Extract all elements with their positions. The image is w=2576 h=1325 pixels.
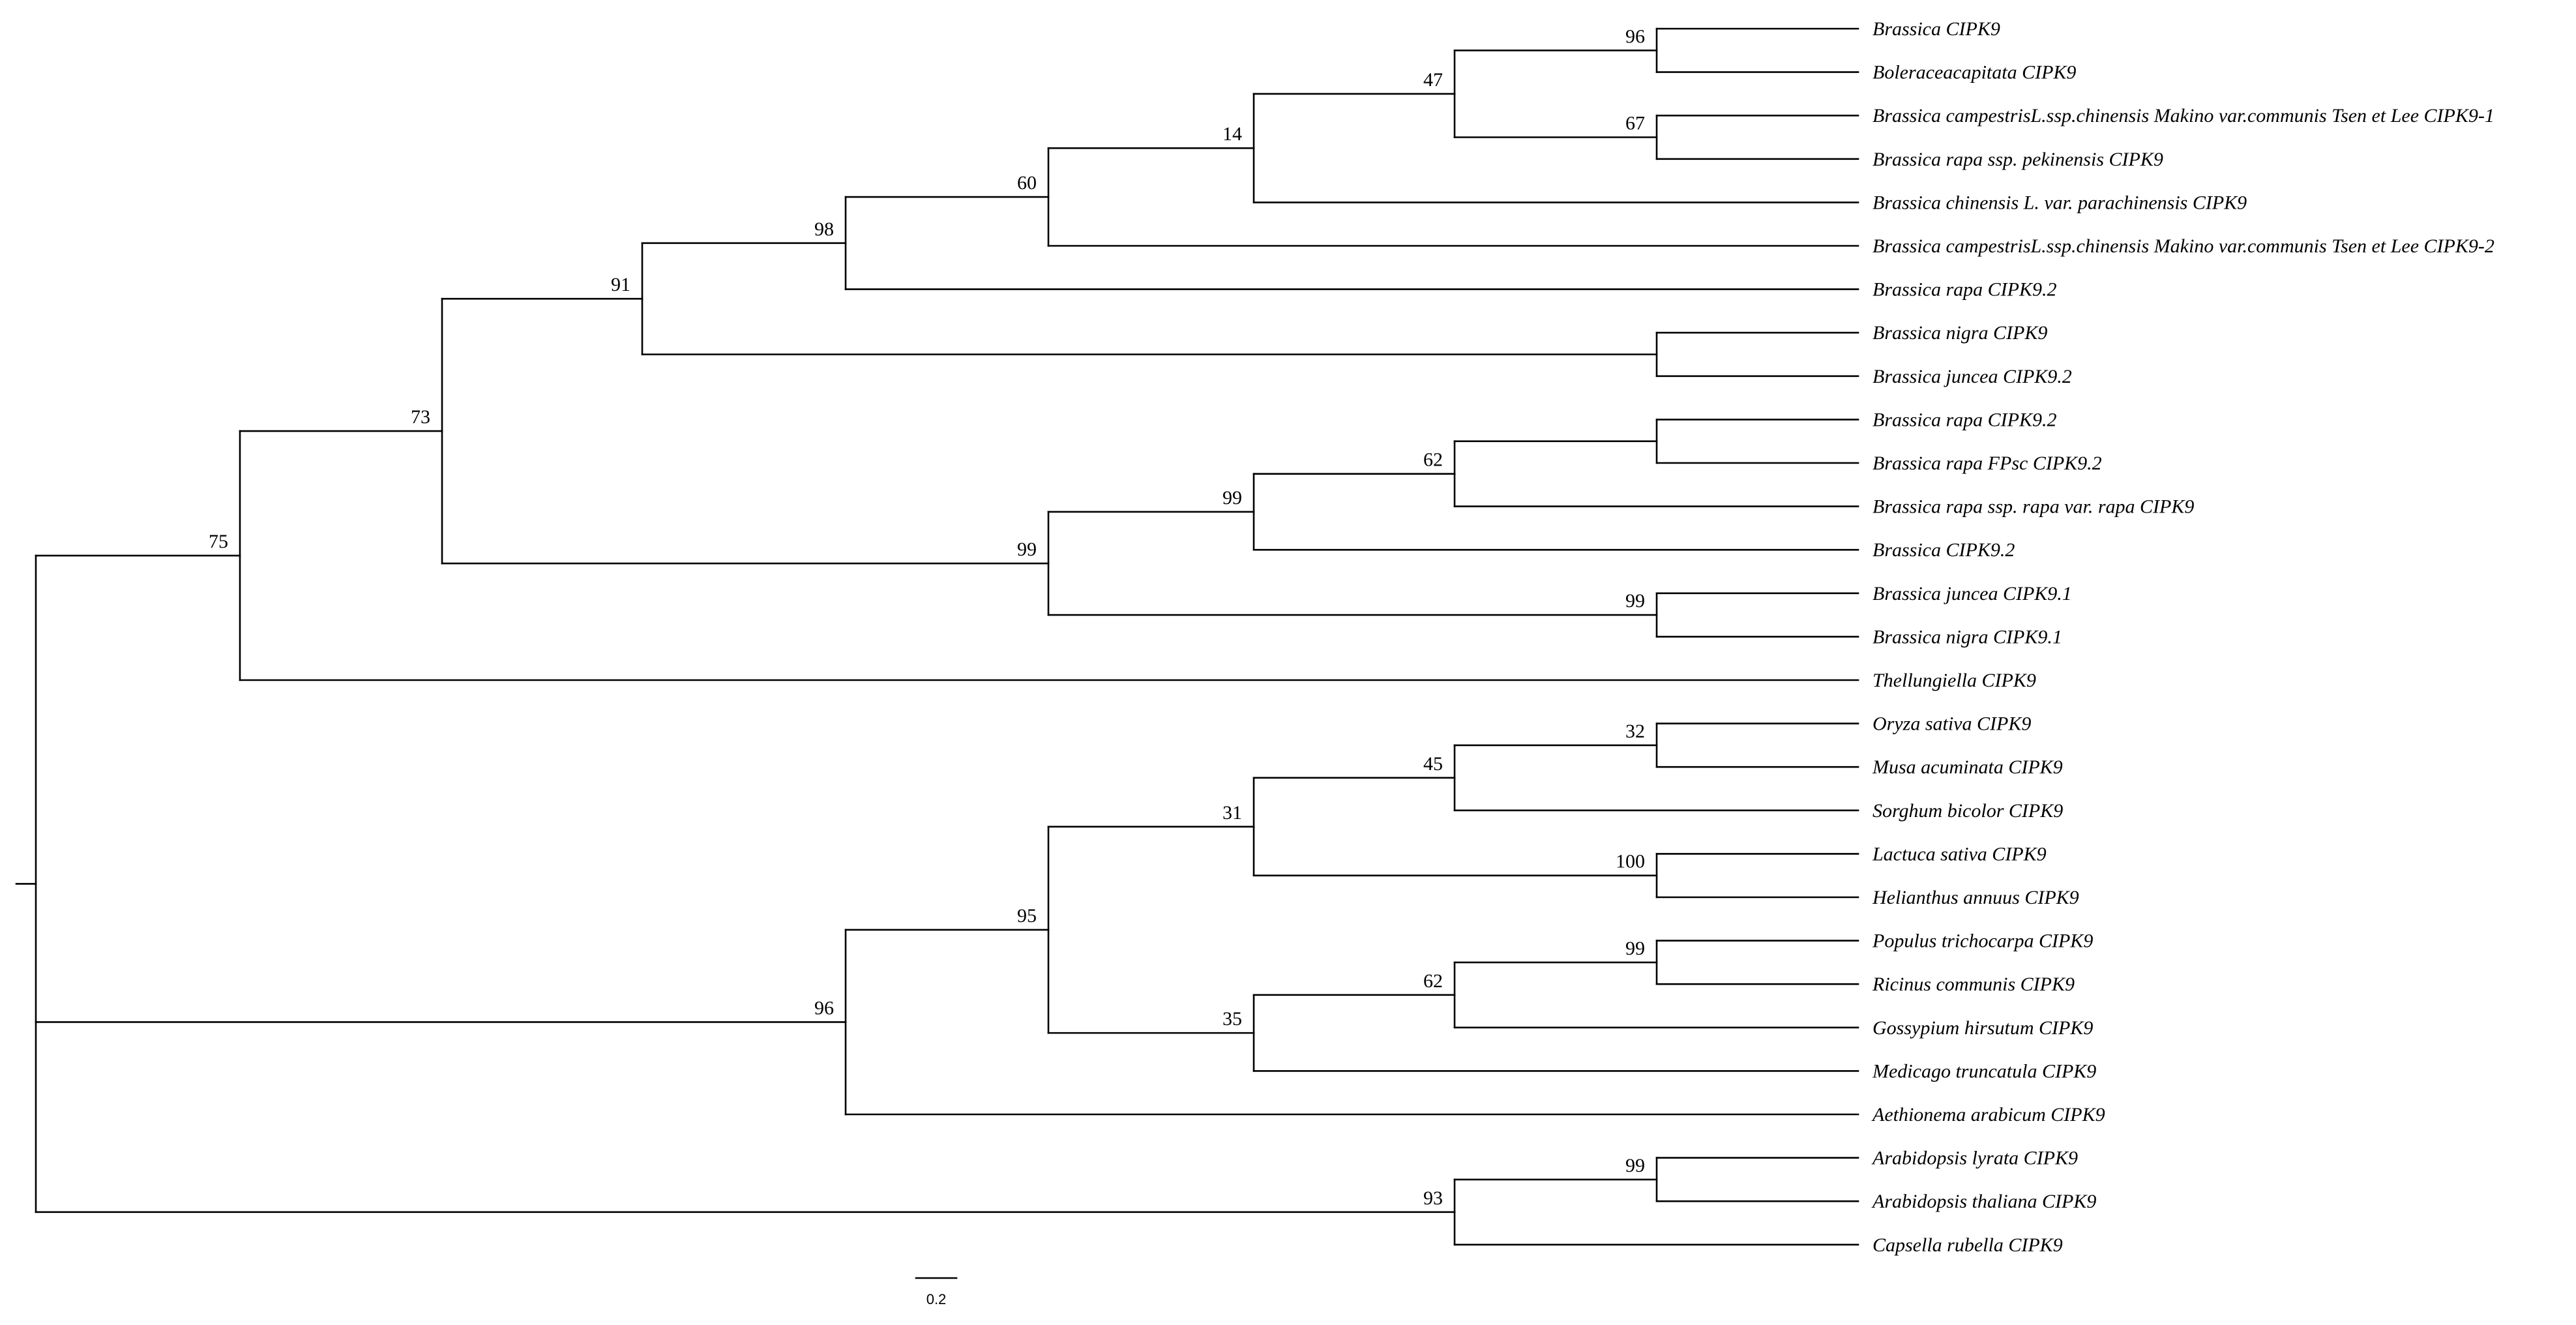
leaf-label: Brassica chinensis L. var. parachinensis… (1873, 192, 2247, 213)
support-value: 98 (814, 218, 834, 240)
support-value: 99 (1625, 590, 1645, 612)
leaf-label: Brassica rapa ssp. rapa var. rapa CIPK9 (1873, 496, 2194, 518)
leaf-label: Brassica CIPK9 (1873, 18, 2000, 40)
leaf-label: Brassica campestrisL.ssp.chinensis Makin… (1873, 105, 2495, 127)
support-value: 45 (1423, 753, 1443, 775)
leaf-label: Brassica juncea CIPK9.1 (1873, 583, 2072, 604)
support-value: 96 (814, 997, 834, 1019)
leaf-label: Helianthus annuus CIPK9 (1872, 887, 2079, 908)
support-value: 14 (1222, 123, 1242, 145)
support-value: 99 (1017, 539, 1037, 560)
support-value: 47 (1423, 69, 1443, 91)
leaf-label: Brassica campestrisL.ssp.chinensis Makin… (1873, 235, 2495, 257)
leaf-label: Brassica rapa ssp. pekinensis CIPK9 (1873, 149, 2163, 170)
leaf-label: Arabidopsis thaliana CIPK9 (1871, 1191, 2096, 1212)
support-value: 73 (411, 406, 430, 428)
leaf-label: Musa acuminata CIPK9 (1872, 756, 2063, 778)
support-value: 75 (209, 531, 228, 552)
support-value: 35 (1222, 1008, 1242, 1030)
scale-bar: 0.2 (915, 1277, 958, 1307)
leaf-label: Gossypium hirsutum CIPK9 (1873, 1017, 2093, 1039)
support-value: 99 (1625, 938, 1645, 959)
support-values: 96 67 47 14 60 98 91 62 99 99 99 73 75 32 45 100 31 99 62 3… (209, 25, 1645, 1209)
branches (15, 27, 1859, 1246)
leaf-label: Oryza sativa CIPK9 (1873, 713, 2031, 735)
support-value: 99 (1222, 487, 1242, 509)
leaf-label: Thellungiella CIPK9 (1873, 670, 2036, 691)
leaf-label: Ricinus communis CIPK9 (1872, 974, 2075, 995)
leaf-label: Capsella rubella CIPK9 (1873, 1234, 2063, 1256)
support-value: 62 (1423, 970, 1443, 992)
leaf-label: Lactuca sativa CIPK9 (1872, 843, 2047, 865)
support-value: 100 (1616, 851, 1645, 872)
leaf-label: Brassica CIPK9.2 (1873, 539, 2015, 561)
leaf-label: Medicago truncatula CIPK9 (1872, 1060, 2096, 1082)
support-value: 62 (1423, 449, 1443, 471)
leaf-label: Brassica rapa CIPK9.2 (1873, 409, 2057, 430)
leaf-label: Brassica rapa FPsc CIPK9.2 (1873, 453, 2102, 474)
leaf-label: Brassica nigra CIPK9.1 (1873, 626, 2062, 648)
leaf-label: Brassica nigra CIPK9 (1873, 322, 2047, 344)
leaf-label: Boleraceacapitata CIPK9 (1873, 62, 2076, 83)
leaf-labels: Brassica CIPK9 Boleraceacapitata CIPK9 Bra… (1871, 18, 2495, 1256)
support-value: 91 (611, 274, 630, 295)
leaf-label: Sorghum bicolor CIPK9 (1873, 800, 2063, 822)
support-value: 93 (1423, 1187, 1443, 1209)
support-value: 95 (1017, 905, 1037, 927)
leaf-label: Aethionema arabicum CIPK9 (1871, 1104, 2105, 1125)
leaf-label: Brassica juncea CIPK9.2 (1873, 366, 2072, 387)
support-value: 60 (1017, 172, 1037, 194)
scale-bar-label: 0.2 (926, 1291, 947, 1307)
support-value: 96 (1625, 25, 1645, 47)
leaf-label: Populus trichocarpa CIPK9 (1872, 930, 2093, 952)
support-value: 99 (1625, 1155, 1645, 1176)
leaf-label: Brassica rapa CIPK9.2 (1873, 279, 2057, 301)
support-value: 67 (1625, 113, 1645, 134)
support-value: 32 (1625, 721, 1645, 742)
support-value: 31 (1222, 802, 1242, 824)
leaf-label: Arabidopsis lyrata CIPK9 (1871, 1148, 2078, 1169)
